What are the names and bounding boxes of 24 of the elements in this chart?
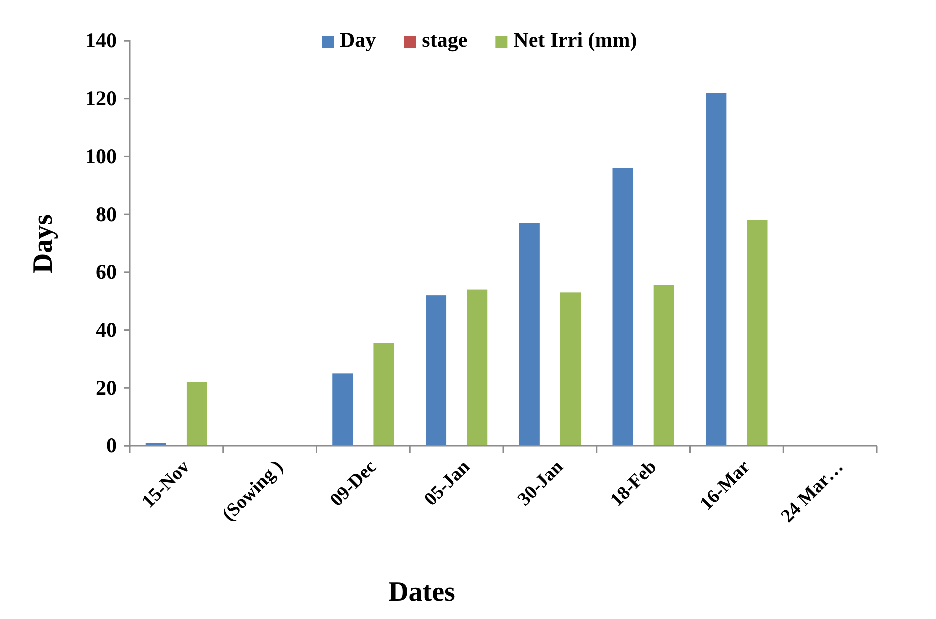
y-tick-label: 120 [86,86,117,111]
y-tick-label: 40 [96,318,117,342]
bar [654,285,674,446]
y-tick-label: 100 [86,144,117,168]
bar [467,290,488,446]
legend-label: Day [340,28,377,52]
bar [332,374,354,446]
legend-label: stage [422,28,468,52]
bar [186,382,208,446]
y-tick-label: 140 [86,28,117,53]
y-tick-label: 80 [96,202,117,226]
legend-label: Net Irri (mm) [514,28,638,52]
y-axis-title: Days [28,214,59,274]
y-tick-label: 0 [106,434,117,458]
y-tick-label: 20 [96,376,117,400]
bar [612,168,634,446]
bar [519,223,540,446]
bar [747,220,768,446]
bar [426,296,447,446]
bar [374,343,394,446]
x-axis-title: Dates [388,577,456,608]
y-tick-label: 60 [96,260,117,284]
bar [560,292,581,446]
bar [706,93,727,446]
